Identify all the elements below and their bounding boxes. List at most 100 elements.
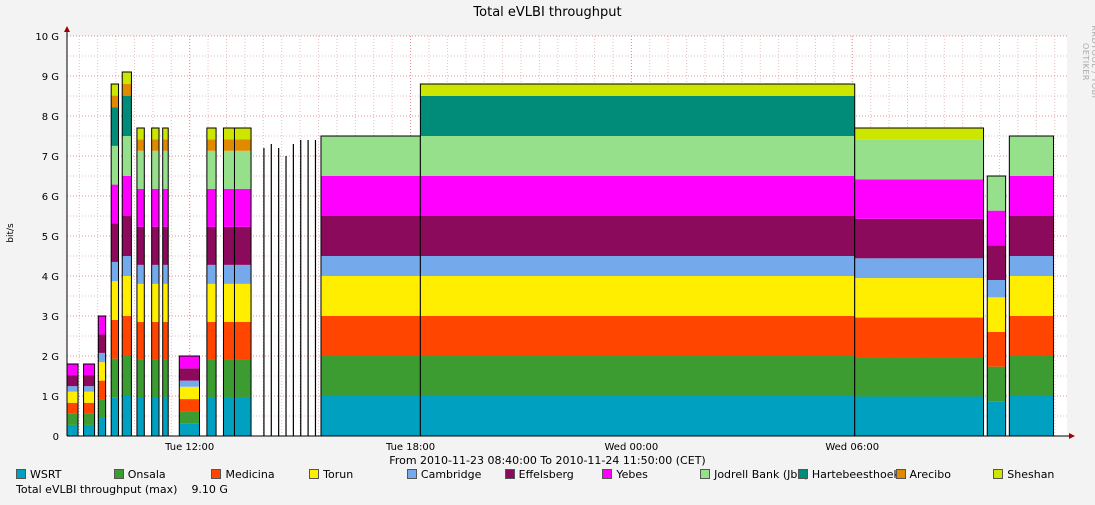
area-segment-jodrell-bank-jb2 xyxy=(1009,136,1054,176)
area-segment-cambridge xyxy=(206,264,217,284)
area-segment-medicina xyxy=(122,316,132,356)
legend-swatch xyxy=(211,469,222,479)
area-segment-yebes xyxy=(179,356,200,369)
chart-title: Total eVLBI throughput xyxy=(473,5,622,20)
legend-label: Cambridge xyxy=(420,468,482,481)
legend-item: Onsala xyxy=(113,468,166,482)
area-segment-sheshan xyxy=(234,128,252,140)
area-segment-torun xyxy=(136,283,145,322)
area-segment-onsala xyxy=(179,411,200,424)
area-segment-cambridge xyxy=(234,264,252,284)
area-segment-arecibo xyxy=(136,139,145,151)
legend-label: Yebes xyxy=(616,468,648,481)
area-segment-onsala xyxy=(111,358,119,398)
area-segment-torun xyxy=(854,278,984,318)
legend-swatch xyxy=(797,469,808,479)
area-segment-torun xyxy=(234,283,252,322)
total-line-segment xyxy=(206,127,217,436)
area-segment-sheshan xyxy=(136,128,145,140)
x-axis-arrow xyxy=(1069,433,1075,439)
area-segment-sheshan xyxy=(122,72,132,84)
area-segment-medicina xyxy=(320,316,421,356)
y-tick-label: 2 G xyxy=(42,352,59,363)
area-segment-yebes xyxy=(98,316,106,335)
area-segment-cambridge xyxy=(420,256,855,276)
area-segment-medicina xyxy=(162,321,169,360)
legend-label: Medicina xyxy=(225,468,275,481)
area-segment-yebes xyxy=(206,188,217,227)
legend-swatch xyxy=(309,469,320,479)
area-segment-effelsberg xyxy=(98,334,106,353)
legend-item: Jodrell Bank (Jb2) xyxy=(700,468,809,482)
area-segment-hartebeesthoek xyxy=(122,96,132,136)
area-segment-yebes xyxy=(420,176,855,216)
area-segment-effelsberg xyxy=(1009,216,1054,256)
area-segment-medicina xyxy=(234,321,252,360)
area-segment-onsala xyxy=(854,357,984,397)
area-segment-wsrt xyxy=(162,397,169,436)
area-segment-hartebeesthoek xyxy=(420,96,855,136)
area-segment-cambridge xyxy=(1009,256,1054,276)
area-segment-arecibo xyxy=(111,95,119,108)
legend-label: Arecibo xyxy=(909,468,951,481)
legend-total-label: Total eVLBI throughput (max) xyxy=(16,483,178,496)
area-segment-yebes xyxy=(854,179,984,219)
legend-label: Effelsberg xyxy=(518,468,574,481)
area-segment-onsala xyxy=(67,413,79,425)
area-segment-torun xyxy=(320,276,421,316)
x-tick-label: Tue 18:00 xyxy=(385,442,435,453)
legend-swatch xyxy=(113,469,124,479)
total-line-segment xyxy=(162,127,169,436)
area-segment-cambridge xyxy=(83,386,95,392)
area-segment-sheshan xyxy=(223,128,235,140)
area-segment-medicina xyxy=(67,402,79,414)
y-tick-label: 9 G xyxy=(42,72,59,83)
area-segment-effelsberg xyxy=(83,375,95,387)
area-segment-effelsberg xyxy=(223,226,235,265)
area-segment-onsala xyxy=(234,359,252,398)
legend-swatch xyxy=(504,469,515,479)
area-segment-arecibo xyxy=(151,139,160,151)
area-segment-torun xyxy=(179,386,200,400)
legend-swatch xyxy=(602,469,613,479)
area-segment-wsrt xyxy=(111,397,119,436)
y-tick-label: 7 G xyxy=(42,152,59,163)
area-segment-torun xyxy=(98,362,106,381)
area-segment-torun xyxy=(420,276,855,316)
legend-item: Sheshan xyxy=(993,468,1054,482)
area-segment-medicina xyxy=(136,321,145,360)
area-segment-torun xyxy=(1009,276,1054,316)
area-segment-onsala xyxy=(162,359,169,398)
total-line-segment xyxy=(233,127,252,436)
area-segment-arecibo xyxy=(162,139,169,151)
area-segment-wsrt xyxy=(420,396,855,436)
area-segment-medicina xyxy=(151,321,160,360)
area-segment-wsrt xyxy=(98,417,106,436)
chart-plot-area: 0 1 G 2 G 3 G 4 G 5 G 6 G 7 G 8 G 9 G 10 G Tue 12:0… xyxy=(35,26,1075,453)
area-segment-wsrt xyxy=(223,397,235,436)
legend-label: Onsala xyxy=(127,468,166,481)
area-segment-onsala xyxy=(122,356,132,396)
area-segment-torun xyxy=(83,391,95,403)
area-segment-yebes xyxy=(136,188,145,227)
area-segment-effelsberg xyxy=(136,226,145,265)
area-segment-torun xyxy=(987,297,1006,332)
area-segment-wsrt xyxy=(854,396,984,436)
area-segment-wsrt xyxy=(151,397,160,436)
area-segment-torun xyxy=(122,276,132,316)
area-segment-effelsberg xyxy=(111,223,119,262)
area-segment-onsala xyxy=(320,356,421,396)
area-segment-yebes xyxy=(987,210,1006,246)
legend-label: Torun xyxy=(323,468,354,481)
y-tick-label: 4 G xyxy=(42,272,59,283)
area-segment-cambridge xyxy=(111,261,119,282)
area-segment-effelsberg xyxy=(987,245,1006,280)
area-segment-onsala xyxy=(136,359,145,398)
area-segment-onsala xyxy=(1009,356,1054,396)
x-tick-label: Tue 12:00 xyxy=(164,442,214,453)
area-segment-jodrell-bank-jb2 xyxy=(987,176,1006,211)
area-segment-medicina xyxy=(83,402,95,414)
area-segment-jodrell-bank-jb2 xyxy=(122,136,132,176)
legend-item: Medicina xyxy=(211,468,275,482)
area-segment-onsala xyxy=(223,359,235,398)
